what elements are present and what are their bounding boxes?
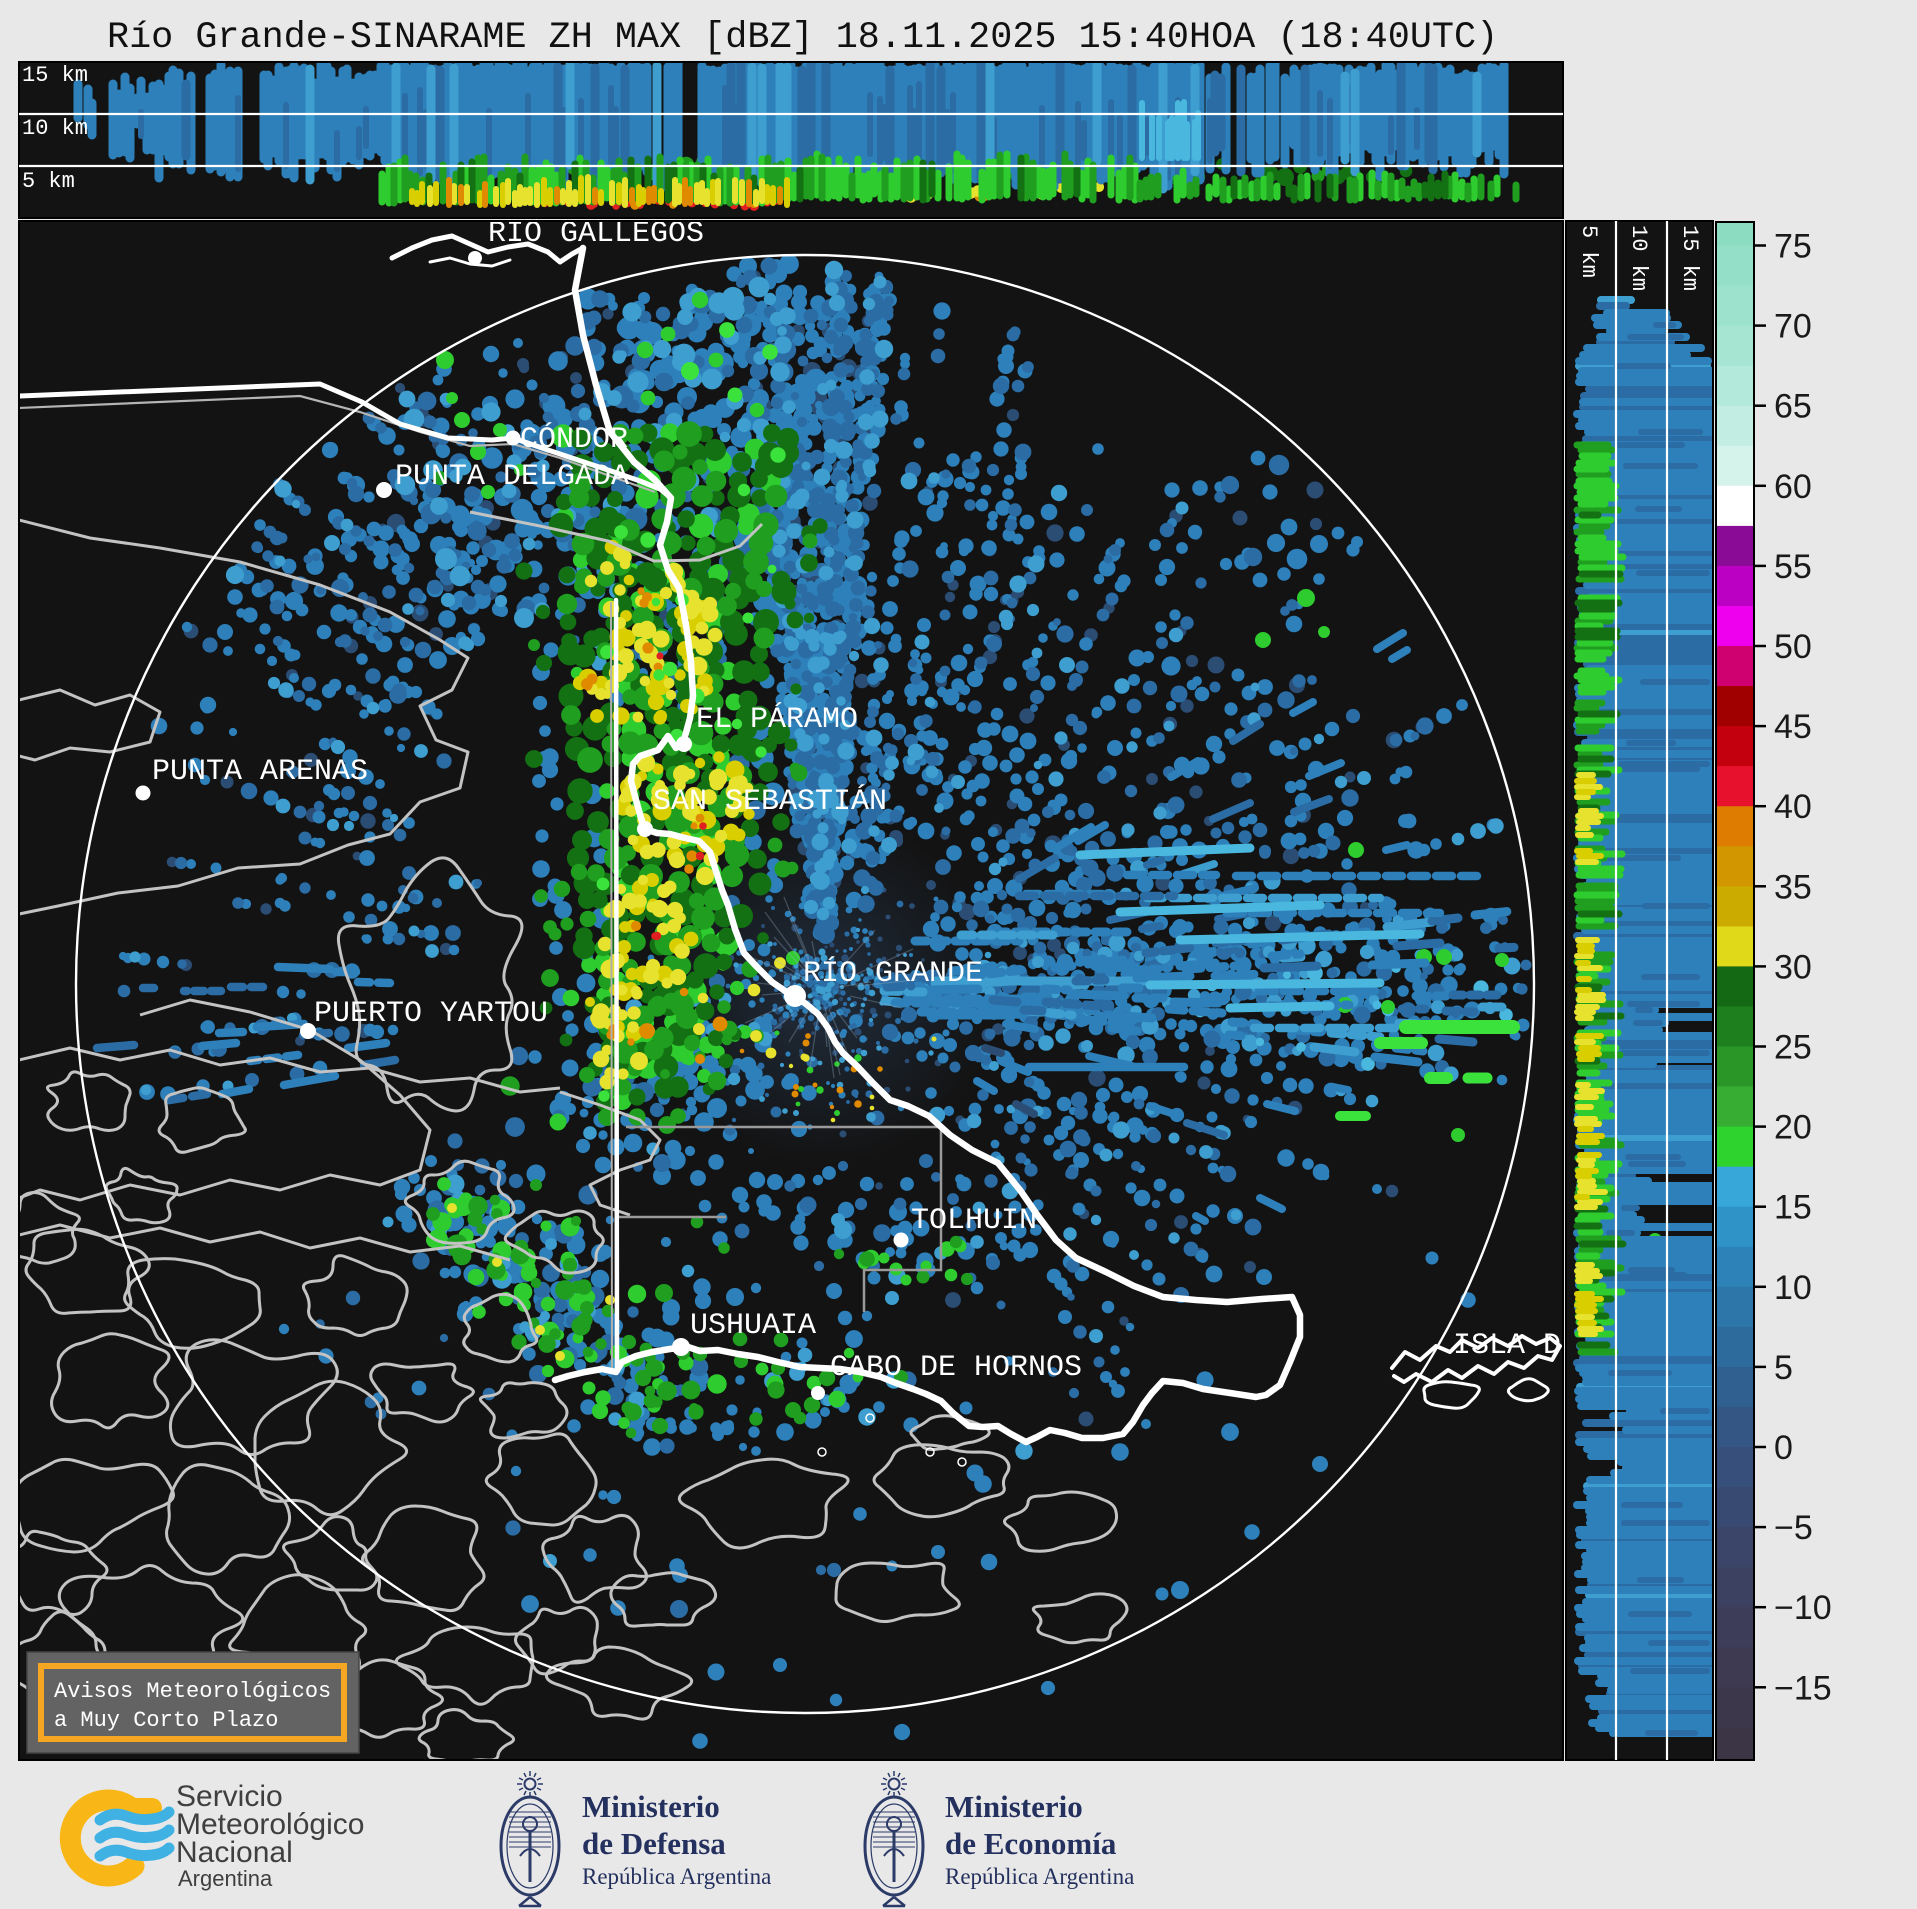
svg-text:5 km: 5 km (1576, 225, 1601, 278)
svg-text:15 km: 15 km (22, 63, 88, 88)
svg-text:10 km: 10 km (22, 116, 88, 141)
svg-text:5 km: 5 km (22, 169, 75, 194)
svg-text:15 km: 15 km (1677, 225, 1702, 291)
svg-text:10 km: 10 km (1626, 225, 1651, 291)
